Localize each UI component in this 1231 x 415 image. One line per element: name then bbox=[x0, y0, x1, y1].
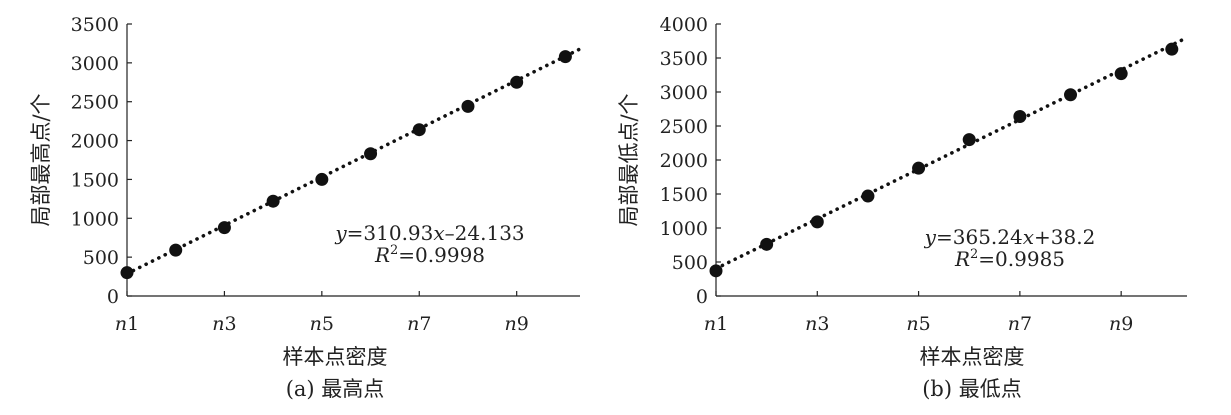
x-tick-number-b: 5 bbox=[919, 313, 931, 335]
r2-sup-b: 2 bbox=[970, 247, 978, 262]
data-point-b bbox=[1165, 42, 1179, 56]
x-tick-number-b: 7 bbox=[1020, 313, 1032, 335]
x-tick-number-b: 3 bbox=[817, 313, 829, 335]
regression-equation-b: y=365.24x+38.2 bbox=[924, 225, 1096, 249]
x-tick-label-a: n3 bbox=[212, 313, 236, 335]
data-point-a bbox=[461, 99, 475, 113]
x-tick-number-a: 7 bbox=[419, 313, 431, 335]
y-tick-label-b: 0 bbox=[696, 286, 708, 308]
chart-panel-a: 局部最高点/个 样本点密度 (a) 最高点 y=310.93x–24.133 R… bbox=[29, 14, 582, 401]
data-point-b bbox=[1114, 67, 1128, 81]
data-point-b bbox=[810, 215, 824, 229]
data-point-a bbox=[412, 123, 426, 137]
data-point-a bbox=[266, 194, 280, 208]
r2-r-a: R bbox=[374, 243, 390, 267]
y-tick-label-a: 1000 bbox=[71, 208, 119, 230]
data-point-b bbox=[1064, 88, 1078, 102]
y-tick-label-b: 3500 bbox=[660, 48, 708, 70]
trendline-b bbox=[714, 35, 1189, 271]
equation-y-a: y bbox=[334, 221, 347, 245]
y-tick-label-b: 500 bbox=[672, 252, 708, 274]
x-tick-prefix-b: n bbox=[805, 313, 817, 335]
y-tick-label-a: 3000 bbox=[71, 53, 119, 75]
data-point-a bbox=[315, 172, 329, 186]
x-tick-prefix-b: n bbox=[704, 313, 716, 335]
r2-value-a: =0.9998 bbox=[398, 243, 485, 267]
x-tick-label-a: n9 bbox=[505, 313, 529, 335]
r-squared-a: R2=0.9998 bbox=[374, 243, 485, 267]
y-tick-label-b: 2000 bbox=[660, 150, 708, 172]
data-point-b bbox=[709, 264, 723, 278]
x-tick-number-a: 1 bbox=[127, 313, 139, 335]
data-point-a bbox=[120, 266, 134, 280]
equation-slope-a: =310.93 bbox=[347, 221, 434, 245]
x-tick-label-b: n9 bbox=[1109, 313, 1133, 335]
y-tick-label-b: 3000 bbox=[660, 82, 708, 104]
r2-sup-a: 2 bbox=[390, 243, 398, 258]
y-tick-label-b: 4000 bbox=[660, 14, 708, 36]
caption-b: (b) 最低点 bbox=[922, 377, 1022, 401]
r2-value-b: =0.9985 bbox=[978, 247, 1065, 271]
y-tick-label-b: 2500 bbox=[660, 116, 708, 138]
y-axis-label-a: 局部最高点/个 bbox=[29, 93, 53, 226]
y-tick-label-b: 1000 bbox=[660, 218, 708, 240]
x-tick-label-a: n7 bbox=[407, 313, 431, 335]
x-tick-number-a: 9 bbox=[517, 313, 529, 335]
equation-y-b: y bbox=[924, 225, 937, 249]
x-tick-label-b: n1 bbox=[704, 313, 728, 335]
equation-slope-b: =365.24 bbox=[936, 225, 1023, 249]
data-point-a bbox=[364, 147, 378, 161]
data-point-b bbox=[760, 237, 774, 251]
y-tick-label-a: 0 bbox=[107, 286, 119, 308]
equation-x-b: x bbox=[1023, 225, 1034, 249]
x-tick-prefix-b: n bbox=[1109, 313, 1121, 335]
x-axis-label-a: 样本点密度 bbox=[283, 345, 388, 369]
x-tick-number-b: 1 bbox=[716, 313, 728, 335]
x-tick-number-a: 5 bbox=[322, 313, 334, 335]
data-point-a bbox=[510, 75, 524, 89]
equation-intercept-a: –24.133 bbox=[445, 221, 525, 245]
y-tick-label-a: 1500 bbox=[71, 169, 119, 191]
r-squared-b: R2=0.9985 bbox=[954, 247, 1065, 271]
equation-intercept-b: +38.2 bbox=[1034, 225, 1095, 249]
chart-panel-b: 局部最低点/个 样本点密度 (b) 最低点 y=365.24x+38.2 R2=… bbox=[617, 14, 1189, 401]
x-tick-label-b: n5 bbox=[906, 313, 930, 335]
data-point-b bbox=[962, 133, 976, 147]
x-tick-prefix-b: n bbox=[906, 313, 918, 335]
x-tick-number-a: 3 bbox=[224, 313, 236, 335]
y-tick-label-a: 2500 bbox=[71, 92, 119, 114]
data-point-b bbox=[861, 189, 875, 203]
x-axis-label-b: 样本点密度 bbox=[920, 345, 1025, 369]
regression-equation-a: y=310.93x–24.133 bbox=[334, 221, 524, 245]
x-tick-prefix-a: n bbox=[212, 313, 224, 335]
equation-x-a: x bbox=[433, 221, 444, 245]
data-point-a bbox=[558, 50, 572, 64]
y-tick-label-a: 500 bbox=[83, 247, 119, 269]
x-tick-label-a: n5 bbox=[310, 313, 334, 335]
y-tick-label-b: 1500 bbox=[660, 184, 708, 206]
x-tick-label-b: n3 bbox=[805, 313, 829, 335]
x-tick-prefix-a: n bbox=[407, 313, 419, 335]
x-tick-label-b: n7 bbox=[1008, 313, 1032, 335]
x-tick-prefix-a: n bbox=[505, 313, 517, 335]
x-tick-number-b: 9 bbox=[1121, 313, 1133, 335]
x-tick-prefix-b: n bbox=[1008, 313, 1020, 335]
data-point-b bbox=[1013, 109, 1027, 123]
x-tick-prefix-a: n bbox=[115, 313, 127, 335]
x-tick-label-a: n1 bbox=[115, 313, 139, 335]
r2-r-b: R bbox=[954, 247, 970, 271]
x-tick-prefix-a: n bbox=[310, 313, 322, 335]
trendline-a bbox=[125, 47, 582, 276]
data-point-a bbox=[169, 243, 183, 257]
caption-a: (a) 最高点 bbox=[286, 377, 385, 401]
data-point-b bbox=[912, 161, 926, 175]
y-tick-label-a: 3500 bbox=[71, 14, 119, 36]
y-axis-label-b: 局部最低点/个 bbox=[617, 93, 641, 226]
data-point-a bbox=[217, 221, 231, 235]
y-tick-label-a: 2000 bbox=[71, 131, 119, 153]
